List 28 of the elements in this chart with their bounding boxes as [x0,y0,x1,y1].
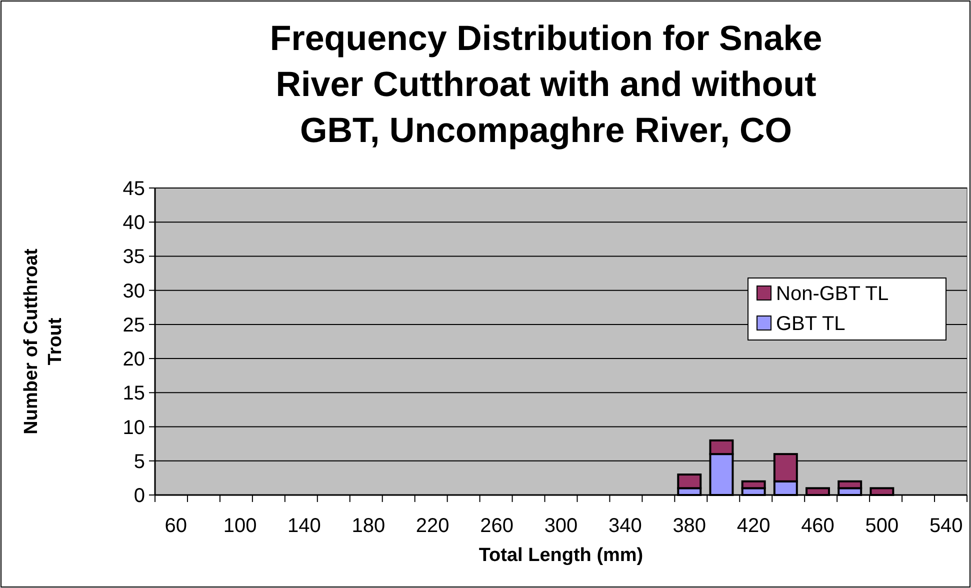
x-axis-title: Total Length (mm) [478,545,644,566]
x-tick-label: 220 [416,515,450,537]
y-axis-title: Number of Cutthroat Trout [21,248,66,434]
y-tick-label: 15 [122,382,145,405]
x-tick-label: 460 [801,515,834,537]
y-tick-label: 25 [122,314,145,336]
y-tick-label: 45 [122,178,145,200]
legend-label: GBT TL [776,313,846,335]
x-tick-label: 340 [608,515,642,537]
x-tick-label: 500 [865,515,899,537]
x-tick-label: 180 [352,515,386,537]
x-tick-label: 420 [736,515,770,537]
y-tick-label: 35 [122,246,145,268]
y-tick-label: 40 [122,212,145,234]
y-tick-label: 0 [134,485,145,507]
x-tick-label: 60 [164,515,187,537]
x-tick-label: 140 [288,515,321,537]
y-tick-label: 10 [122,416,145,439]
x-tick-label: 100 [223,515,257,537]
x-tick-label: 380 [672,515,706,537]
y-tick-label: 30 [122,280,145,302]
x-tick-label: 300 [544,515,578,537]
chart-title: Frequency Distribution for Snake River Cutthroat with and without GBT, Uncompaghre River, CO [270,19,822,150]
legend-label: Non-GBT TL [776,283,889,305]
y-tick-label: 20 [122,348,145,371]
x-tick-label: 540 [929,515,963,537]
y-tick-label: 5 [134,450,145,473]
x-tick-label: 260 [480,515,514,537]
